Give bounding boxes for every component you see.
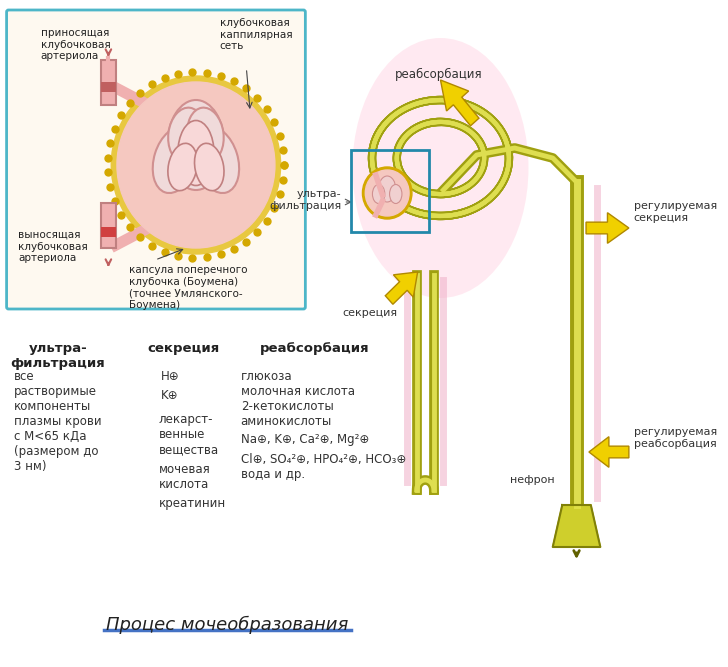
Polygon shape (586, 213, 629, 243)
Text: Процес мочеобразования: Процес мочеобразования (106, 616, 349, 634)
Bar (100, 82, 116, 92)
Text: клубочковая
каппилярная
сеть: клубочковая каппилярная сеть (220, 18, 293, 51)
Ellipse shape (168, 143, 197, 191)
Text: приносящая
клубочковая
артериола: приносящая клубочковая артериола (41, 28, 111, 61)
Ellipse shape (194, 143, 224, 191)
Text: мочевая
кислота: мочевая кислота (159, 463, 210, 491)
Ellipse shape (389, 185, 402, 203)
Ellipse shape (379, 176, 396, 202)
Text: H⊕: H⊕ (161, 370, 179, 383)
Ellipse shape (167, 100, 224, 190)
Text: аминокислоты: аминокислоты (241, 415, 332, 428)
Ellipse shape (153, 127, 197, 193)
Polygon shape (553, 505, 601, 547)
Ellipse shape (178, 121, 214, 185)
Text: ультра-
фильтрация: ультра- фильтрация (269, 189, 341, 211)
FancyBboxPatch shape (7, 10, 305, 309)
Text: ультра-
фильтрация: ультра- фильтрация (11, 342, 106, 370)
Text: все
растворимые
компоненты
плазмы крови
с М<65 кДа
(размером до
3 нм): все растворимые компоненты плазмы крови … (15, 370, 102, 473)
Text: реабсорбация: реабсорбация (395, 68, 483, 81)
Text: молочная кислота: молочная кислота (241, 385, 355, 398)
Ellipse shape (168, 107, 205, 162)
Polygon shape (589, 437, 629, 468)
Text: Cl⊕, SO₄²⊕, HPO₄²⊕, HCO₃⊕: Cl⊕, SO₄²⊕, HPO₄²⊕, HCO₃⊕ (241, 453, 406, 466)
Text: креатинин: креатинин (159, 497, 226, 510)
Text: Na⊕, K⊕, Ca²⊕, Mg²⊕: Na⊕, K⊕, Ca²⊕, Mg²⊕ (241, 433, 369, 446)
Polygon shape (553, 505, 601, 547)
Text: регулируемая
секреция: регулируемая секреция (633, 201, 717, 223)
Circle shape (365, 170, 409, 216)
Text: регулируемая
реабсорбация: регулируемая реабсорбация (633, 427, 717, 449)
Ellipse shape (187, 107, 223, 162)
Text: лекарст-
венные
вещества: лекарст- венные вещества (159, 413, 219, 456)
Bar (100, 60, 116, 105)
Ellipse shape (352, 38, 529, 298)
Ellipse shape (373, 185, 385, 203)
Circle shape (363, 167, 412, 219)
Text: выносящая
клубочковая
артериола: выносящая клубочковая артериола (18, 230, 88, 263)
Text: нефрон: нефрон (510, 475, 555, 485)
Text: капсула поперечного
клубочка (Боумена)
(точнее Умлянского-
Боумена): капсула поперечного клубочка (Боумена) (… (130, 265, 248, 309)
Circle shape (117, 82, 275, 248)
Bar (351, 150, 429, 232)
Polygon shape (385, 272, 418, 304)
Text: секреция: секреция (148, 342, 220, 355)
Bar (100, 227, 116, 237)
Ellipse shape (194, 127, 239, 193)
Text: вода и др.: вода и др. (241, 468, 305, 481)
Polygon shape (440, 80, 479, 126)
Bar (100, 203, 116, 248)
Text: реабсорбация: реабсорбация (260, 342, 370, 355)
Text: 2-кетокислоты: 2-кетокислоты (241, 400, 333, 413)
Circle shape (111, 76, 280, 254)
Text: K⊕: K⊕ (161, 389, 178, 402)
Text: секреция: секреция (342, 308, 397, 318)
Text: глюкоза: глюкоза (241, 370, 292, 383)
